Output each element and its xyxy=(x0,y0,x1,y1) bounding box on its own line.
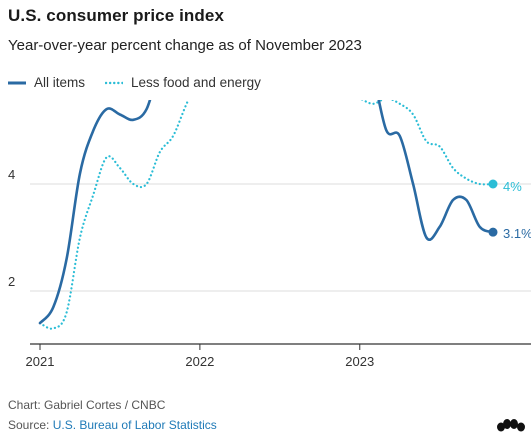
legend-item-all-items: All items xyxy=(8,75,85,90)
end-dot-core xyxy=(488,179,498,189)
chart-legend: All items Less food and energy xyxy=(8,75,281,90)
cnbc-peacock-logo-icon xyxy=(497,419,525,432)
chart-credit: Chart: Gabriel Cortes / CNBC xyxy=(8,398,166,412)
end-label-core: 4% xyxy=(503,179,522,194)
legend-item-core: Less food and energy xyxy=(105,75,261,90)
chart-title: U.S. consumer price index xyxy=(8,6,225,25)
series-line-core xyxy=(38,100,495,330)
x-tick-label: 2022 xyxy=(185,354,214,369)
legend-swatch-solid xyxy=(8,81,26,84)
x-tick-label: 2023 xyxy=(345,354,374,369)
chart-subtitle: Year-over-year percent change as of Nove… xyxy=(8,37,362,54)
legend-label-core: Less food and energy xyxy=(131,75,261,90)
legend-label-all-items: All items xyxy=(34,75,86,90)
source-prefix: Source: xyxy=(8,418,53,432)
x-tick-label: 2021 xyxy=(26,354,55,369)
source-link[interactable]: U.S. Bureau of Labor Statistics xyxy=(52,418,217,432)
legend-swatch-dotted xyxy=(105,81,124,84)
series-line-all-items xyxy=(38,100,495,325)
chart-source: Source: U.S. Bureau of Labor Statistics xyxy=(8,418,217,432)
end-label-all-items: 3.1% xyxy=(503,226,531,241)
end-dot-all-items xyxy=(488,227,498,237)
y-tick-label: 2 xyxy=(8,274,15,289)
y-tick-label: 4 xyxy=(8,167,15,182)
